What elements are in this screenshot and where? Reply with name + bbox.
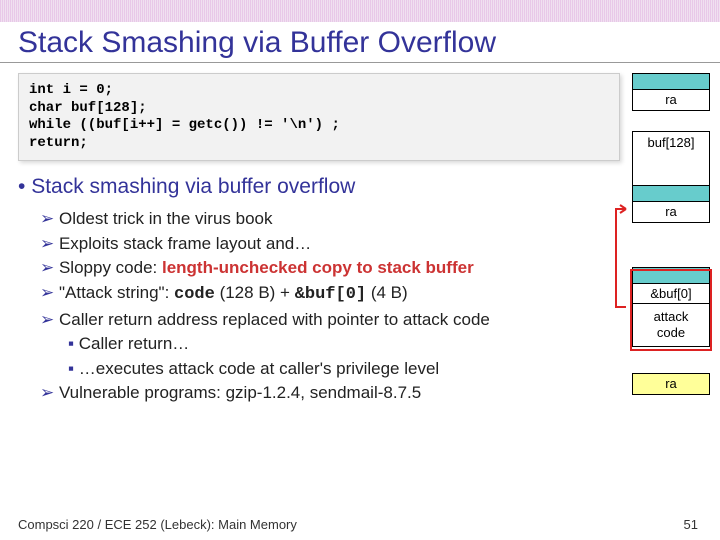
code-line: return; (29, 135, 88, 151)
emphasis: length-unchecked copy to stack buffer (162, 258, 474, 277)
sub-bullet-list: Oldest trick in the virus book Exploits … (18, 207, 620, 406)
header-bar (0, 0, 720, 22)
stack-cell-amp: &buf[0] (632, 283, 710, 305)
footer-text: Compsci 220 / ECE 252 (Lebeck): Main Mem… (18, 517, 297, 532)
sub-item: Oldest trick in the virus book (40, 207, 620, 232)
sub-item: Exploits stack frame layout and… (40, 232, 620, 257)
stack-diagram: ra buf[128] ra &buf[0] attack code ra (626, 73, 710, 406)
sub-sub-item: …executes attack code at caller's privil… (68, 357, 620, 382)
stack-cell-ra: ra (632, 201, 710, 223)
sub-item: "Attack string": code (128 B) + &buf[0] … (40, 281, 620, 308)
left-column: int i = 0; char buf[128]; while ((buf[i+… (18, 73, 626, 406)
sub-item: Caller return address replaced with poin… (40, 308, 620, 333)
sub-item: Vulnerable programs: gzip-1.2.4, sendmai… (40, 381, 620, 406)
red-arrow-icon (614, 203, 630, 315)
code-block: int i = 0; char buf[128]; while ((buf[i+… (18, 73, 620, 161)
sub-item: Sloppy code: length-unchecked copy to st… (40, 256, 620, 281)
sub-sub-list: Caller return… …executes attack code at … (40, 332, 620, 381)
main-area: int i = 0; char buf[128]; while ((buf[i+… (0, 73, 720, 406)
page-number: 51 (684, 517, 698, 532)
stack-cell-ra: ra (632, 89, 710, 111)
code-line: char buf[128]; (29, 100, 147, 116)
page-title: Stack Smashing via Buffer Overflow (0, 22, 720, 63)
stack-cell-ra-yellow: ra (632, 373, 710, 395)
code-line: int i = 0; (29, 82, 113, 98)
code-line: while ((buf[i++] = getc()) != '\n') ; (29, 117, 340, 133)
stack-cell-attack: attack code (632, 303, 710, 347)
bullet-main: Stack smashing via buffer overflow (18, 175, 620, 199)
sub-sub-item: Caller return… (68, 332, 620, 357)
stack-cell-buf: buf[128] (632, 131, 710, 185)
